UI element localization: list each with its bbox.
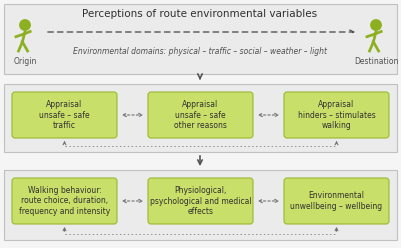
- FancyBboxPatch shape: [284, 92, 389, 138]
- Text: Walking behaviour:
route choice, duration,
frequency and intensity: Walking behaviour: route choice, duratio…: [19, 186, 110, 216]
- Text: Environmental
unwellbeing – wellbeing: Environmental unwellbeing – wellbeing: [290, 191, 383, 211]
- Bar: [4, 170, 397, 240]
- FancyBboxPatch shape: [284, 178, 389, 224]
- Circle shape: [371, 20, 381, 30]
- Text: Perceptions of route environmental variables: Perceptions of route environmental varia…: [83, 9, 318, 19]
- Text: Appraisal
hinders – stimulates
walking: Appraisal hinders – stimulates walking: [298, 100, 375, 130]
- Text: Destination: Destination: [354, 58, 398, 66]
- Bar: [4, 4, 397, 74]
- Text: Appraisal
unsafe – safe
other reasons: Appraisal unsafe – safe other reasons: [174, 100, 227, 130]
- Bar: [4, 84, 397, 152]
- Circle shape: [20, 20, 30, 30]
- Text: Appraisal
unsafe – safe
traffic: Appraisal unsafe – safe traffic: [39, 100, 90, 130]
- Text: Environmental domains: physical – traffic – social – weather – light: Environmental domains: physical – traffi…: [73, 48, 327, 57]
- Text: Origin: Origin: [13, 58, 36, 66]
- FancyBboxPatch shape: [12, 178, 117, 224]
- Text: Physiological,
psychological and medical
effects: Physiological, psychological and medical…: [150, 186, 251, 216]
- FancyBboxPatch shape: [12, 92, 117, 138]
- FancyBboxPatch shape: [148, 178, 253, 224]
- FancyBboxPatch shape: [148, 92, 253, 138]
